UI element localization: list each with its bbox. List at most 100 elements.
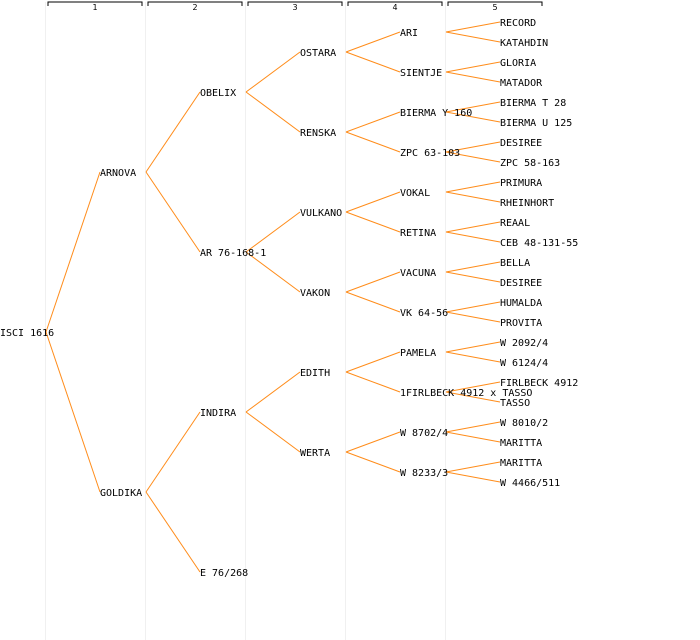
pedigree-link xyxy=(445,101,501,113)
pedigree-link xyxy=(145,491,201,573)
pedigree-node: CEB 48-131-55 xyxy=(500,238,578,249)
pedigree-node: W 6124/4 xyxy=(500,358,548,369)
pedigree-link xyxy=(445,261,501,273)
pedigree-node: REAAL xyxy=(500,218,530,229)
pedigree-link xyxy=(245,51,301,93)
generation-headers: 1 2 3 4 5 xyxy=(47,1,543,12)
column-separator-5 xyxy=(445,2,446,640)
generation-header-5: 5 xyxy=(492,3,497,12)
pedigree-node: 1FIRLBECK 4912 x TASSO xyxy=(400,388,532,399)
pedigree-link xyxy=(345,291,401,313)
pedigree-link xyxy=(445,151,501,163)
pedigree-link xyxy=(445,181,501,193)
pedigree-node: GLORIA xyxy=(500,58,536,69)
pedigree-node: GOLDIKA xyxy=(100,488,142,499)
column-separator-2 xyxy=(145,2,146,640)
pedigree-node: W 2092/4 xyxy=(500,338,548,349)
pedigree-node: RECORD xyxy=(500,18,536,29)
pedigree-node: VULKANO xyxy=(300,208,342,219)
pedigree-node: MATADOR xyxy=(500,78,543,89)
pedigree-link xyxy=(345,191,401,213)
pedigree-link xyxy=(445,311,501,323)
column-separator-3 xyxy=(245,2,246,640)
pedigree-node: VOKAL xyxy=(400,188,430,199)
pedigree-link xyxy=(145,171,201,253)
pedigree-link xyxy=(345,211,401,233)
pedigree-node: DESIREE xyxy=(500,138,542,149)
pedigree-link xyxy=(345,351,401,373)
pedigree-nodes: ISCI 1616 ARNOVA OBELIX OSTARA ARI RECORD KATA… xyxy=(0,18,578,579)
pedigree-node: ZPC 63-103 xyxy=(400,148,460,159)
pedigree-link xyxy=(445,271,501,283)
pedigree-link xyxy=(445,301,501,313)
pedigree-node: E 76/268 xyxy=(200,568,248,579)
pedigree-node: FIRLBECK 4912 xyxy=(500,378,578,389)
column-separator-4 xyxy=(345,2,346,640)
generation-header-2: 2 xyxy=(192,3,197,12)
pedigree-node: W 8010/2 xyxy=(500,418,548,429)
pedigree-link xyxy=(345,271,401,293)
pedigree-node: RENSKA xyxy=(300,128,336,139)
pedigree-node: PROVITA xyxy=(500,318,542,329)
pedigree-node: OBELIX xyxy=(200,88,236,99)
pedigree-node: VACUNA xyxy=(400,268,436,279)
pedigree-link xyxy=(345,51,401,73)
pedigree-node: AR 76-168-1 xyxy=(200,248,266,259)
pedigree-node: RETINA xyxy=(400,228,436,239)
pedigree-link xyxy=(445,21,501,33)
pedigree-node: ARI xyxy=(400,28,418,39)
pedigree-link xyxy=(445,381,501,393)
pedigree-node: RHEINHORT xyxy=(500,198,554,209)
pedigree-link xyxy=(45,171,101,333)
pedigree-link xyxy=(345,371,401,393)
pedigree-node: VAKON xyxy=(300,288,330,299)
generation-header-bracket-2 xyxy=(147,1,243,6)
generation-header-1: 1 xyxy=(92,3,97,12)
pedigree-node: ZPC 58-163 xyxy=(500,158,560,169)
pedigree-node: ISCI 1616 xyxy=(0,328,54,339)
pedigree-link xyxy=(445,111,501,123)
pedigree-link xyxy=(445,191,501,203)
pedigree-node: PRIMURA xyxy=(500,178,542,189)
pedigree-link xyxy=(245,251,301,293)
pedigree-link xyxy=(445,391,501,403)
pedigree-node: EDITH xyxy=(300,368,330,379)
pedigree-link xyxy=(445,461,501,473)
pedigree-node: BELLA xyxy=(500,258,530,269)
pedigree-node: VK 64-56 xyxy=(400,308,448,319)
pedigree-node: BIERMA T 28 xyxy=(500,98,566,109)
pedigree-link xyxy=(445,231,501,243)
pedigree-node: OSTARA xyxy=(300,48,336,59)
pedigree-link xyxy=(445,71,501,83)
pedigree-node: W 4466/511 xyxy=(500,478,560,489)
generation-header-4: 4 xyxy=(392,3,397,12)
pedigree-link xyxy=(445,471,501,483)
generation-header-3: 3 xyxy=(292,3,297,12)
pedigree-link xyxy=(345,31,401,53)
pedigree-node: HUMALDA xyxy=(500,298,542,309)
pedigree-node: PAMELA xyxy=(400,348,436,359)
pedigree-link xyxy=(145,91,201,173)
pedigree-link xyxy=(345,451,401,473)
pedigree-link xyxy=(445,351,501,363)
pedigree-node: INDIRA xyxy=(200,408,236,419)
generation-header-bracket-5 xyxy=(447,1,543,6)
pedigree-links xyxy=(45,21,501,573)
pedigree-link xyxy=(145,411,201,493)
pedigree-link xyxy=(445,431,501,443)
column-separator-1 xyxy=(45,2,46,640)
generation-header-bracket-1 xyxy=(47,1,143,6)
pedigree-node: TASSO xyxy=(500,398,530,409)
pedigree-link xyxy=(245,371,301,413)
pedigree-node: ARNOVA xyxy=(100,168,136,179)
pedigree-link xyxy=(445,221,501,233)
pedigree-link xyxy=(345,111,401,133)
pedigree-link xyxy=(345,431,401,453)
pedigree-node: BIERMA U 125 xyxy=(500,118,572,129)
pedigree-node: BIERMA Y 160 xyxy=(400,108,472,119)
pedigree-node: WERTA xyxy=(300,448,330,459)
pedigree-node: SIENTJE xyxy=(400,68,442,79)
pedigree-link xyxy=(445,421,501,433)
generation-column-bands xyxy=(45,2,446,640)
